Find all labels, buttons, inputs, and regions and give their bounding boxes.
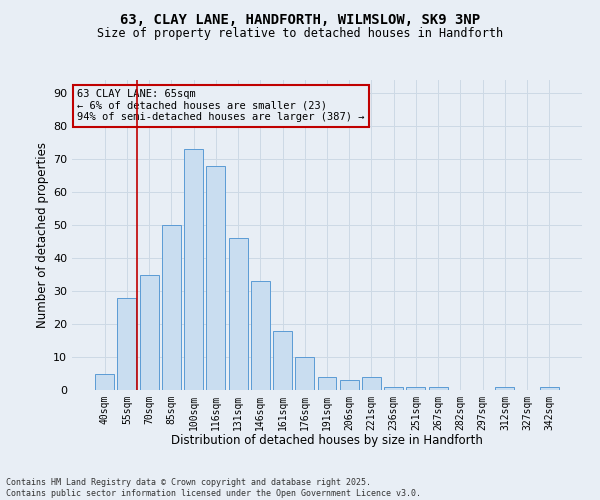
Bar (317, 377, 337, 390)
Bar (496, 386, 514, 390)
Bar (162, 225, 181, 390)
Text: Size of property relative to detached houses in Handforth: Size of property relative to detached ho… (97, 28, 503, 40)
Bar (251, 281, 270, 390)
Bar (206, 166, 225, 390)
X-axis label: Distribution of detached houses by size in Handforth: Distribution of detached houses by size … (171, 434, 483, 448)
Bar (118, 298, 136, 390)
Bar (362, 377, 381, 390)
Bar (295, 357, 314, 390)
Text: Contains HM Land Registry data © Crown copyright and database right 2025.
Contai: Contains HM Land Registry data © Crown c… (6, 478, 421, 498)
Text: 63 CLAY LANE: 65sqm
← 6% of detached houses are smaller (23)
94% of semi-detache: 63 CLAY LANE: 65sqm ← 6% of detached hou… (77, 90, 365, 122)
Bar (429, 386, 448, 390)
Bar (140, 274, 158, 390)
Bar (273, 330, 292, 390)
Y-axis label: Number of detached properties: Number of detached properties (36, 142, 49, 328)
Bar (184, 150, 203, 390)
Bar (406, 386, 425, 390)
Bar (540, 386, 559, 390)
Bar (229, 238, 248, 390)
Bar (384, 386, 403, 390)
Bar (340, 380, 359, 390)
Bar (95, 374, 114, 390)
Text: 63, CLAY LANE, HANDFORTH, WILMSLOW, SK9 3NP: 63, CLAY LANE, HANDFORTH, WILMSLOW, SK9 … (120, 12, 480, 26)
